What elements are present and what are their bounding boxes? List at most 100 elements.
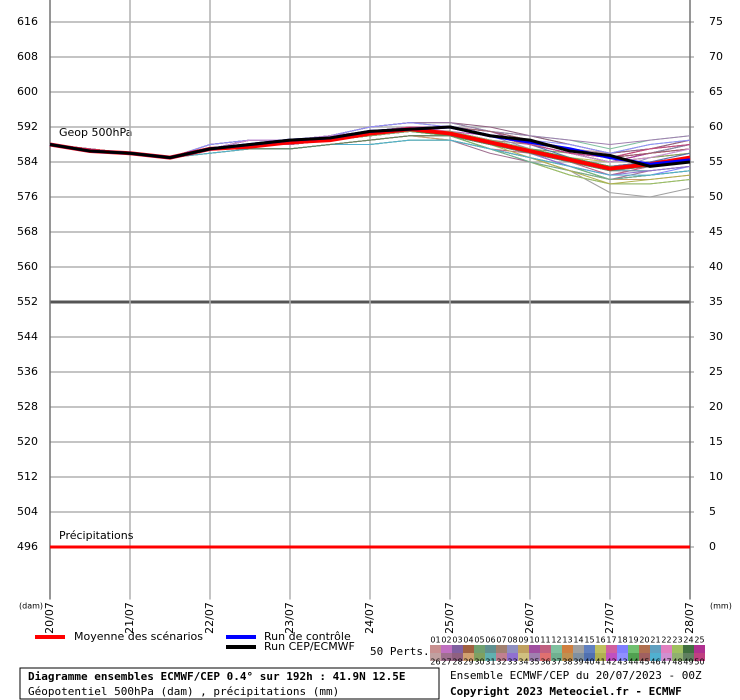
y2-tick-label: 60	[709, 120, 723, 133]
legend-label: 16	[595, 636, 605, 645]
y2-tick-label: 5	[709, 505, 716, 518]
legend-label: 47	[661, 658, 671, 667]
legend-label: 13	[562, 636, 572, 645]
run-info: Ensemble ECMWF/CEP du 20/07/2023 - 00Z	[450, 669, 702, 682]
y2-tick-label: 65	[709, 85, 723, 98]
y2-tick-label: 10	[709, 470, 723, 483]
legend-swatch	[452, 653, 463, 661]
legend-label: 14	[573, 636, 583, 645]
legend-label: 45	[639, 658, 649, 667]
legend-swatch	[430, 645, 441, 653]
legend-swatch	[584, 653, 595, 661]
legend-label: 17	[606, 636, 616, 645]
x-tick-label: 25/07	[443, 602, 456, 634]
legend-label: 27	[441, 658, 451, 667]
x-tick-label: 23/07	[283, 602, 296, 634]
legend-label: 07	[496, 636, 506, 645]
legend-swatch	[562, 645, 573, 653]
legend-label: 40	[584, 658, 594, 667]
legend-swatch	[463, 645, 474, 653]
y2-tick-label: 0	[709, 540, 716, 553]
legend-swatch	[573, 645, 584, 653]
legend-label: 22	[661, 636, 671, 645]
legend-label: Moyenne des scénarios	[74, 630, 203, 643]
legend-label: 44	[628, 658, 638, 667]
legend-label: 06	[485, 636, 495, 645]
y-tick-label: 600	[17, 85, 38, 98]
x-tick-label: 24/07	[363, 602, 376, 634]
legend-label: 31	[485, 658, 495, 667]
legend-label: 18	[617, 636, 627, 645]
legend-label: 08	[507, 636, 517, 645]
y-tick-label: 552	[17, 295, 38, 308]
y2-tick-label: 25	[709, 365, 723, 378]
legend-label: 05	[474, 636, 484, 645]
legend-swatch	[441, 653, 452, 661]
legend-label: 41	[595, 658, 605, 667]
legend-label: 36	[540, 658, 550, 667]
x-tick-label: 20/07	[43, 602, 56, 634]
legend-swatch	[518, 645, 529, 653]
legend-swatch	[617, 653, 628, 661]
legend-swatch	[661, 645, 672, 653]
y-tick-label: 528	[17, 400, 38, 413]
legend-swatch	[683, 645, 694, 653]
y2-tick-label: 50	[709, 190, 723, 203]
y-axis-label: (dam)	[19, 602, 43, 611]
x-tick-label: 21/07	[123, 602, 136, 634]
legend-label: 29	[463, 658, 473, 667]
legend-swatch	[650, 645, 661, 653]
series-line	[49, 125, 691, 168]
legend-label: 01	[430, 636, 440, 645]
legend-label: 49	[683, 658, 693, 667]
legend-swatch	[628, 645, 639, 653]
y-tick-label: 608	[17, 50, 38, 63]
legend-label: 35	[529, 658, 539, 667]
legend-swatch	[650, 653, 661, 661]
legend-label: 15	[584, 636, 594, 645]
y2-tick-label: 35	[709, 295, 723, 308]
legend-label: 19	[628, 636, 638, 645]
legend-label: 33	[507, 658, 517, 667]
legend-swatch	[452, 645, 463, 653]
x-tick-label: 22/07	[203, 602, 216, 634]
y2-tick-label: 30	[709, 330, 723, 343]
y-tick-label: 576	[17, 190, 38, 203]
y-tick-label: 616	[17, 15, 38, 28]
x-tick-label: 26/07	[523, 602, 536, 634]
copyright: Copyright 2023 Meteociel.fr - ECMWF	[450, 685, 682, 698]
legend-swatch	[639, 653, 650, 661]
legend-label: 30	[474, 658, 484, 667]
legend-swatch	[474, 645, 485, 653]
legend-swatch	[507, 645, 518, 653]
legend-swatch	[573, 653, 584, 661]
y2-tick-label: 20	[709, 400, 723, 413]
legend-swatch	[496, 653, 507, 661]
legend-swatch	[617, 645, 628, 653]
legend-label: 04	[463, 636, 473, 645]
perturbations-label: 50 Perts.	[370, 645, 430, 658]
legend-label: 24	[683, 636, 693, 645]
legend-swatch	[694, 645, 705, 653]
legend-label: 42	[606, 658, 616, 667]
legend-label: 23	[672, 636, 682, 645]
legend-label: Run CEP/ECMWF	[264, 640, 355, 653]
chart-subtitle: Géopotentiel 500hPa (dam) , précipitatio…	[28, 685, 339, 698]
legend-label: 02	[441, 636, 451, 645]
legend-swatch	[606, 645, 617, 653]
y-tick-label: 568	[17, 225, 38, 238]
legend-label: 10	[529, 636, 539, 645]
y-tick-label: 584	[17, 155, 38, 168]
legend-label: 12	[551, 636, 561, 645]
y-tick-label: 560	[17, 260, 38, 273]
series-label: Précipitations	[59, 529, 134, 542]
y2-tick-label: 55	[709, 155, 723, 168]
y-tick-label: 592	[17, 120, 38, 133]
legend-label: 28	[452, 658, 462, 667]
legend-label: 11	[540, 636, 550, 645]
legend-swatch	[529, 645, 540, 653]
annotation: Geop 500hPa	[59, 126, 132, 139]
y-tick-label: 520	[17, 435, 38, 448]
y2-tick-label: 45	[709, 225, 723, 238]
legend-label: 03	[452, 636, 462, 645]
